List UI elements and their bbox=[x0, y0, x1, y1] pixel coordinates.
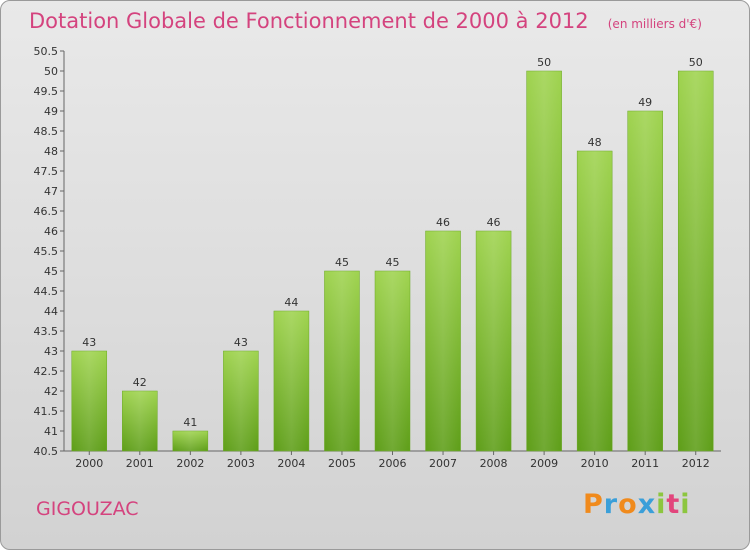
y-tick-label: 45.5 bbox=[34, 245, 59, 258]
value-label: 50 bbox=[689, 56, 703, 69]
logo-letter: P bbox=[583, 489, 604, 520]
bar-shine bbox=[324, 271, 360, 451]
value-labels: 43 42 41 43 44 45 45 46 46 50 48 49 50 bbox=[82, 56, 702, 429]
commune-name: GIGOUZAC bbox=[36, 498, 139, 520]
logo-letter: t bbox=[666, 489, 681, 520]
x-tick-label: 2004 bbox=[277, 457, 305, 470]
y-tick-label: 41 bbox=[44, 425, 58, 438]
y-tick-label: 46 bbox=[44, 225, 58, 238]
y-tick-label: 44.5 bbox=[34, 285, 59, 298]
value-label: 46 bbox=[436, 216, 450, 229]
y-tick-label: 43 bbox=[44, 345, 58, 358]
bar-shine bbox=[678, 71, 714, 451]
bar-shine bbox=[223, 351, 259, 451]
x-tick-label: 2011 bbox=[631, 457, 659, 470]
value-label: 42 bbox=[133, 376, 147, 389]
y-tick-label: 49 bbox=[44, 105, 58, 118]
value-label: 44 bbox=[284, 296, 298, 309]
x-tick-label: 2003 bbox=[227, 457, 255, 470]
bar-shine bbox=[172, 431, 208, 451]
value-label: 46 bbox=[487, 216, 501, 229]
value-label: 45 bbox=[335, 256, 349, 269]
logo-letter: x bbox=[637, 489, 657, 520]
y-tick-label: 42 bbox=[44, 385, 58, 398]
y-tick-label: 48 bbox=[44, 145, 58, 158]
chart-subtitle: (en milliers d'€) bbox=[607, 17, 702, 31]
y-tick-label: 46.5 bbox=[34, 205, 59, 218]
y-tick-label: 50.5 bbox=[34, 45, 59, 58]
x-tick-label: 2010 bbox=[581, 457, 609, 470]
x-tick-label: 2008 bbox=[480, 457, 508, 470]
value-label: 41 bbox=[183, 416, 197, 429]
y-tick-label: 40.5 bbox=[34, 445, 59, 458]
y-tick-label: 50 bbox=[44, 65, 58, 78]
value-label: 50 bbox=[537, 56, 551, 69]
x-tick-label: 2007 bbox=[429, 457, 457, 470]
value-label: 45 bbox=[386, 256, 400, 269]
bar-shine bbox=[375, 271, 410, 451]
y-tick-label: 41.5 bbox=[34, 405, 59, 418]
y-tick-label: 45 bbox=[44, 265, 58, 278]
x-tick-label: 2009 bbox=[530, 457, 558, 470]
y-tick-label: 42.5 bbox=[34, 365, 59, 378]
bar-shine bbox=[122, 391, 158, 451]
y-tick-label: 44 bbox=[44, 305, 58, 318]
x-tick-label: 2001 bbox=[126, 457, 154, 470]
logo-letter: o bbox=[618, 489, 638, 520]
bar-shine bbox=[273, 311, 309, 451]
value-label: 43 bbox=[82, 336, 96, 349]
bar-shine bbox=[71, 351, 107, 451]
bar-shine bbox=[476, 231, 512, 451]
x-tick-label: 2012 bbox=[682, 457, 710, 470]
y-tick-label: 47.5 bbox=[34, 165, 59, 178]
x-tick-label: 2002 bbox=[176, 457, 204, 470]
y-tick-label: 47 bbox=[44, 185, 58, 198]
x-tick-label: 2000 bbox=[75, 457, 103, 470]
bars bbox=[71, 70, 714, 452]
logo-letter: i bbox=[656, 489, 667, 520]
bar-shine bbox=[577, 151, 613, 451]
y-tick-label: 48.5 bbox=[34, 125, 59, 138]
proxiti-logo: Proxiti bbox=[583, 489, 691, 520]
x-tick-label: 2005 bbox=[328, 457, 356, 470]
x-tick-label: 2006 bbox=[379, 457, 407, 470]
bar-shine bbox=[627, 111, 663, 451]
logo-letter: i bbox=[680, 489, 691, 520]
value-label: 43 bbox=[234, 336, 248, 349]
bar-shine bbox=[425, 231, 461, 451]
axes: 40.5 41 41.5 42 42.5 43 43.5 44 44.5 45 45.5 46 46.5… bbox=[34, 45, 721, 470]
chart-title: Dotation Globale de Fonctionnement de 20… bbox=[29, 9, 589, 33]
y-tick-label: 49.5 bbox=[34, 85, 59, 98]
value-label: 48 bbox=[588, 136, 602, 149]
logo-letter: r bbox=[603, 489, 619, 520]
y-tick-label: 43.5 bbox=[34, 325, 59, 338]
bar-shine bbox=[526, 71, 562, 451]
value-label: 49 bbox=[638, 96, 652, 109]
title-block: Dotation Globale de Fonctionnement de 20… bbox=[29, 9, 702, 33]
